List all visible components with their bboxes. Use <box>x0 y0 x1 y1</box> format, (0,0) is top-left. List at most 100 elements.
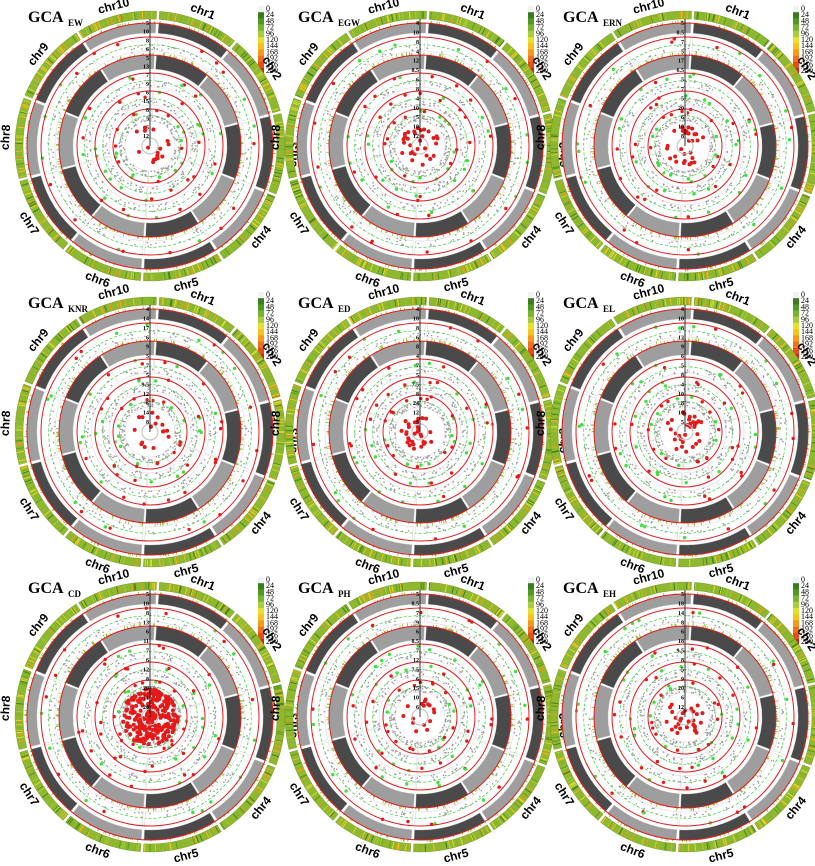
density-fleck <box>276 126 284 129</box>
legend-tick-label: 0 <box>266 4 270 13</box>
legend-swatch <box>793 6 799 13</box>
snp-point <box>176 85 178 87</box>
snp-point <box>189 339 192 341</box>
snp-point <box>121 108 124 111</box>
snp-point <box>115 200 117 202</box>
snp-point <box>396 237 399 240</box>
snp-point <box>588 130 591 133</box>
density-fleck <box>408 273 410 281</box>
snp-point <box>726 135 729 137</box>
center-snp <box>690 126 695 131</box>
legend-tick-label: 48 <box>266 16 274 25</box>
snp-point <box>431 169 433 171</box>
snp-point <box>446 88 448 90</box>
snp-point <box>102 143 105 146</box>
snp-point <box>88 63 91 66</box>
manhattan-track <box>417 180 450 202</box>
legend-tick-label: 240 <box>266 66 278 75</box>
snp-point <box>105 101 108 104</box>
snp-point <box>514 125 517 128</box>
snp-point <box>243 462 245 465</box>
snp-point <box>674 102 677 104</box>
legend-swatch <box>793 24 799 31</box>
snp-point <box>178 151 181 154</box>
snp-point <box>166 121 168 123</box>
snp-point <box>354 143 357 146</box>
snp-point <box>730 133 733 136</box>
snp-point <box>189 126 191 129</box>
snp-point <box>147 530 150 533</box>
snp-point <box>449 178 452 181</box>
significant-snp <box>116 160 121 164</box>
significant-snp <box>462 167 467 172</box>
snp-point <box>357 129 359 132</box>
snp-point <box>728 234 731 237</box>
snp-point <box>150 176 153 178</box>
snp-point <box>464 151 467 154</box>
snp-point <box>209 424 211 426</box>
threshold-line-suggestive <box>108 196 146 212</box>
snp-point <box>103 233 105 236</box>
snp-point <box>132 87 134 90</box>
axis-tick-label: 8 <box>146 38 149 44</box>
snp-point <box>443 185 446 187</box>
density-fleck <box>56 48 63 55</box>
snp-point <box>195 55 198 58</box>
snp-point <box>196 150 199 153</box>
snp-point <box>388 144 391 147</box>
snp-point <box>115 113 118 116</box>
snp-point <box>442 165 445 167</box>
snp-point <box>119 198 122 201</box>
snp-point <box>700 84 703 86</box>
density-fleck <box>240 51 247 57</box>
snp-point <box>163 82 166 85</box>
snp-point <box>54 115 57 117</box>
significant-snp <box>118 100 122 104</box>
density-fleck <box>46 227 53 233</box>
snp-point <box>124 203 126 206</box>
significant-snp <box>779 186 784 190</box>
snp-point <box>351 72 354 75</box>
snp-point <box>412 119 415 122</box>
snp-point <box>756 210 758 212</box>
snp-point <box>151 210 153 213</box>
snp-point <box>163 368 165 371</box>
significant-snp <box>668 173 673 177</box>
snp-point <box>188 170 191 173</box>
track-fleck <box>593 123 597 125</box>
snp-point <box>363 176 366 178</box>
snp-point <box>688 44 690 47</box>
snp-point <box>170 409 173 412</box>
snp-point <box>86 128 88 131</box>
density-fleck <box>160 273 162 281</box>
snp-point <box>335 199 338 201</box>
snp-point <box>177 149 180 152</box>
snp-point <box>665 164 668 166</box>
snp-point <box>452 195 454 198</box>
significant-snp <box>706 187 711 191</box>
snp-point <box>183 459 186 461</box>
snp-point <box>191 385 194 387</box>
snp-point <box>222 498 224 500</box>
snp-point <box>643 123 646 126</box>
snp-point <box>199 397 202 400</box>
snp-point <box>424 171 426 174</box>
snp-point <box>716 113 718 116</box>
snp-point <box>615 71 618 73</box>
snp-point <box>750 213 753 215</box>
snp-point <box>165 202 168 204</box>
snp-point <box>203 458 206 461</box>
density-fleck <box>174 14 177 22</box>
snp-point <box>654 201 656 204</box>
snp-point <box>434 240 437 242</box>
axis-tick-label: 4 <box>416 21 419 27</box>
snp-point <box>48 134 50 137</box>
snp-point <box>723 170 726 173</box>
snp-point <box>145 98 148 100</box>
snp-point <box>640 101 643 104</box>
density-fleck <box>118 269 121 277</box>
density-fleck <box>95 22 100 30</box>
snp-point <box>402 244 405 247</box>
snp-point <box>162 391 164 394</box>
